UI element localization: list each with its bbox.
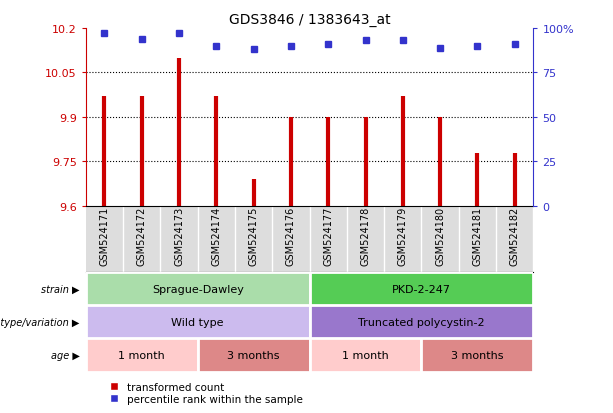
Bar — [310, 273, 533, 306]
Bar — [310, 339, 421, 372]
Text: 3 months: 3 months — [227, 350, 280, 360]
Text: Wild type: Wild type — [172, 317, 224, 327]
Text: 3 months: 3 months — [451, 350, 504, 360]
Text: Sprague-Dawley: Sprague-Dawley — [152, 284, 243, 294]
Bar — [310, 306, 533, 339]
Text: genotype/variation ▶: genotype/variation ▶ — [0, 317, 80, 327]
Bar — [86, 273, 310, 306]
Text: strain ▶: strain ▶ — [41, 284, 80, 294]
Bar — [86, 306, 310, 339]
Bar — [421, 339, 533, 372]
Text: Truncated polycystin-2: Truncated polycystin-2 — [358, 317, 485, 327]
Legend: transformed count, percentile rank within the sample: transformed count, percentile rank withi… — [103, 382, 303, 404]
Text: age ▶: age ▶ — [51, 350, 80, 360]
Text: 1 month: 1 month — [118, 350, 165, 360]
Text: 1 month: 1 month — [342, 350, 389, 360]
Bar — [197, 339, 310, 372]
Text: PKD-2-247: PKD-2-247 — [392, 284, 451, 294]
Bar — [86, 339, 197, 372]
Title: GDS3846 / 1383643_at: GDS3846 / 1383643_at — [229, 12, 390, 26]
